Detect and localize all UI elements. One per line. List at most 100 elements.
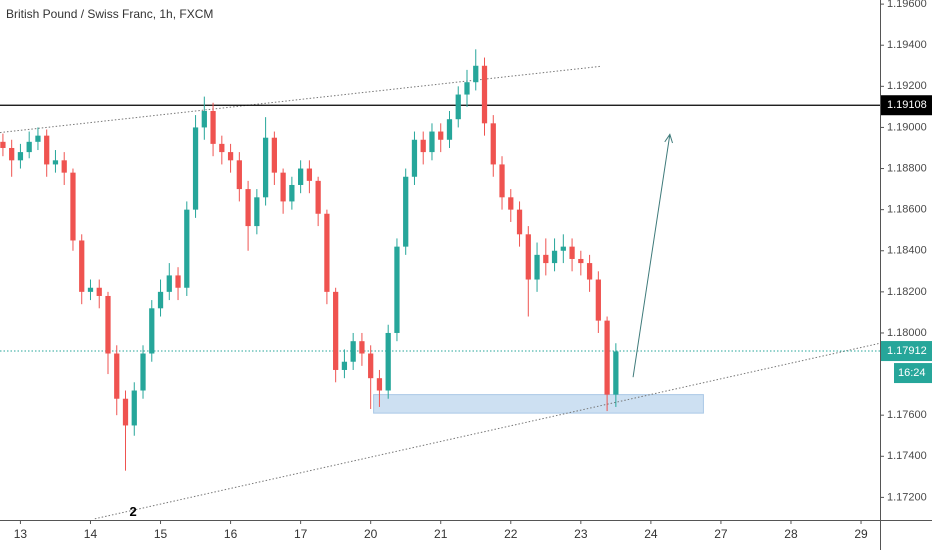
x-tick-label: 14 (84, 527, 98, 541)
y-tick-label: 1.18600 (887, 204, 927, 216)
candle-body (333, 291, 339, 370)
candle-body (114, 353, 120, 399)
candle-body (403, 176, 409, 247)
last-price-label: 1.17912 (887, 345, 927, 357)
x-tick-label: 27 (714, 527, 728, 541)
x-tick-label: 16 (224, 527, 238, 541)
candle-body (192, 127, 199, 210)
candle-body (595, 279, 601, 321)
candle-body (149, 308, 155, 354)
candle-body (87, 287, 94, 292)
candle-body (298, 168, 304, 185)
candle-body (44, 135, 50, 165)
y-tick-label: 1.18000 (887, 327, 927, 339)
x-tick-label: 22 (504, 527, 518, 541)
candle-body (96, 287, 102, 296)
candle-body (219, 143, 225, 153)
candle-body (411, 139, 418, 177)
candle-body (394, 246, 400, 333)
candle-body (262, 137, 269, 198)
x-tick-label: 28 (784, 527, 798, 541)
candle-body (9, 147, 15, 161)
y-tick-label: 1.19600 (887, 0, 927, 10)
candle-body (271, 137, 277, 173)
candle-body (157, 291, 164, 309)
candle-body (455, 94, 461, 120)
price-badge-label: 1.19108 (887, 99, 927, 111)
candle-body (122, 398, 129, 426)
candle-body (184, 209, 190, 288)
support-zone (373, 394, 704, 414)
candle-body (175, 275, 181, 288)
candle-body (79, 240, 85, 292)
arrow (632, 134, 671, 378)
candle-body (420, 139, 426, 153)
candle-body (131, 390, 137, 426)
candle-body (499, 164, 505, 198)
candle-body (586, 263, 593, 280)
candle-body (0, 141, 6, 148)
candle-body (315, 180, 321, 214)
candle-body (429, 131, 435, 153)
candle-body (254, 197, 260, 227)
y-tick-label: 1.19000 (887, 121, 927, 133)
y-tick-label: 1.18200 (887, 286, 927, 298)
candle-body (280, 172, 286, 202)
candle-body (481, 65, 488, 124)
candle-body (438, 131, 444, 140)
x-tick-label: 15 (154, 527, 168, 541)
countdown-label: 16:24 (898, 367, 926, 379)
candle-body (376, 378, 383, 391)
candle-body (560, 246, 566, 251)
annotation: 2 (129, 504, 136, 519)
candle-body (473, 65, 479, 83)
candle-body (569, 246, 575, 259)
candle-body (324, 213, 330, 292)
candle-body (289, 184, 295, 202)
y-tick-label: 1.19200 (887, 80, 927, 92)
countdown-badge (894, 363, 932, 384)
y-tick-label: 1.19400 (887, 39, 927, 51)
price-badge (881, 95, 932, 116)
y-tick-label: 1.18400 (887, 245, 927, 257)
candle-body (446, 119, 453, 140)
candle-body (201, 110, 207, 128)
candle-body (534, 254, 540, 280)
candle-body (613, 351, 619, 395)
candle-body (341, 361, 348, 370)
candle-body (17, 152, 24, 161)
y-tick-label: 1.18800 (887, 162, 927, 174)
arrow-head (664, 133, 673, 144)
candle-body (52, 160, 59, 165)
chart-title: British Pound / Swiss Franc, 1h, FXCM (6, 7, 213, 21)
trendline (0, 65, 601, 134)
candle-body (551, 250, 558, 264)
trendline (94, 342, 881, 520)
candle-body (140, 353, 146, 391)
candle-body (227, 152, 234, 161)
y-tick-label: 1.17600 (887, 409, 927, 421)
x-tick-label: 21 (434, 527, 448, 541)
x-tick-label: 23 (574, 527, 588, 541)
last-price-badge (881, 341, 932, 362)
candle-body (368, 353, 374, 379)
candle-body (516, 209, 523, 235)
y-tick-label: 1.17400 (887, 450, 927, 462)
candle-body (70, 172, 76, 241)
candle-body (166, 275, 172, 292)
candle-body (26, 141, 32, 153)
candle-body (105, 295, 111, 354)
x-tick-label: 24 (644, 527, 658, 541)
y-tick-label: 1.17200 (887, 491, 927, 503)
candle-body (525, 234, 531, 280)
candle-body (359, 341, 365, 354)
candle-body (490, 123, 496, 165)
candle-body (210, 110, 216, 144)
candle-body (508, 197, 514, 210)
candle-body (464, 82, 470, 95)
candle-body (543, 254, 549, 264)
candle-body (385, 332, 391, 391)
candle-body (245, 189, 251, 227)
x-tick-label: 20 (364, 527, 378, 541)
